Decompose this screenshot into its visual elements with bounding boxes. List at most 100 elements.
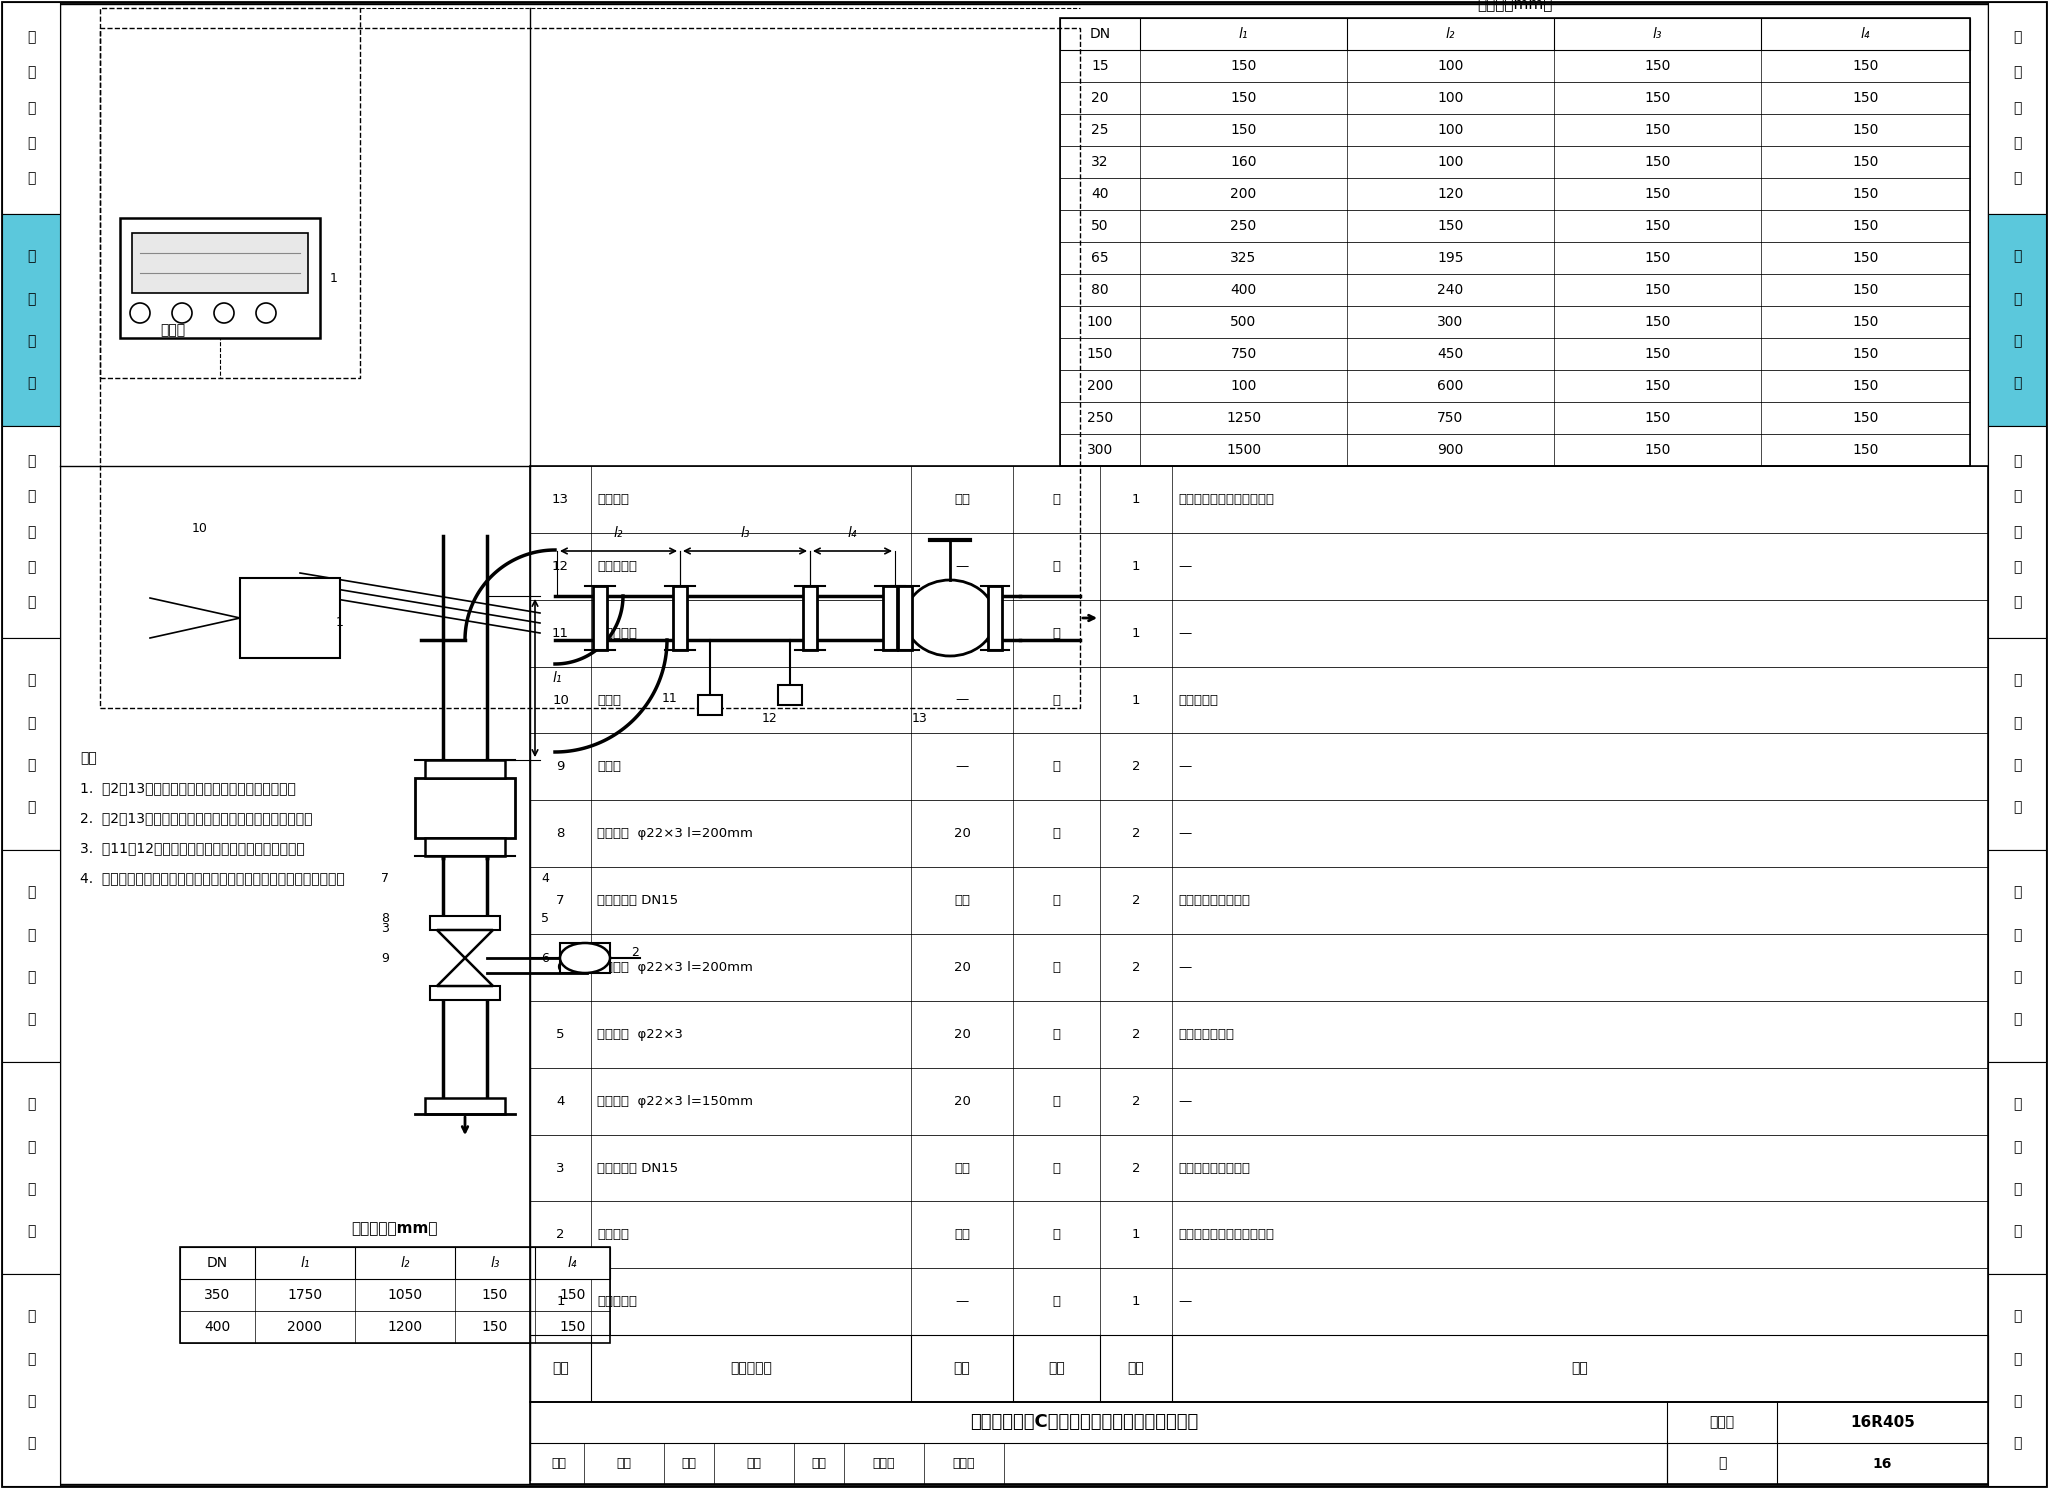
Bar	[594, 586, 606, 650]
Text: 注：: 注：	[80, 751, 96, 765]
Text: 16: 16	[1872, 1457, 1892, 1470]
Bar	[1061, 18, 1970, 51]
Text: 2: 2	[1133, 1162, 1141, 1174]
Text: l₃: l₃	[739, 525, 750, 540]
Text: 4.  主机表安装位置现场根据实际情况确定，一般安装在就近的墙上。: 4. 主机表安装位置现场根据实际情况确定，一般安装在就近的墙上。	[80, 870, 344, 885]
Text: 仪: 仪	[2013, 1181, 2021, 1196]
Text: 2: 2	[1133, 827, 1141, 841]
Text: 195: 195	[1438, 251, 1464, 265]
Text: 32: 32	[1092, 155, 1108, 170]
Text: 150: 150	[481, 1320, 508, 1335]
Bar	[1989, 214, 2046, 426]
Bar	[530, 801, 1989, 868]
Text: DN: DN	[1090, 27, 1110, 42]
Text: 100: 100	[1231, 379, 1257, 393]
Text: 校对: 校对	[682, 1457, 696, 1470]
Text: 1250: 1250	[1227, 411, 1262, 426]
Text: l₂: l₂	[1446, 27, 1456, 42]
Text: 325: 325	[1231, 251, 1257, 265]
Text: 碳钢: 碳钢	[954, 894, 971, 908]
Text: l₁: l₁	[1239, 27, 1247, 42]
Bar	[1989, 1062, 2046, 1274]
Text: 150: 150	[1851, 91, 1878, 106]
Text: 热: 热	[27, 454, 35, 469]
Text: 仪: 仪	[2013, 335, 2021, 348]
Text: 无缝钢管  φ22×3 l=200mm: 无缝钢管 φ22×3 l=200mm	[598, 961, 754, 975]
Text: 13: 13	[553, 493, 569, 506]
Text: 450: 450	[1438, 347, 1464, 362]
Bar	[2, 850, 59, 1062]
Text: 150: 150	[1851, 379, 1878, 393]
Text: 150: 150	[1645, 443, 1671, 457]
Text: 150: 150	[1645, 251, 1671, 265]
Text: 根: 根	[1053, 1028, 1061, 1040]
Text: 总: 总	[27, 101, 35, 115]
Text: DN: DN	[207, 1256, 227, 1269]
Circle shape	[213, 304, 233, 323]
Bar	[430, 987, 500, 1000]
Text: 仪: 仪	[27, 1394, 35, 1408]
Text: 碳钢: 碳钢	[954, 493, 971, 506]
Text: 制: 制	[27, 65, 35, 80]
Bar	[1989, 638, 2046, 850]
Text: 个: 个	[1053, 760, 1061, 774]
Text: —: —	[1178, 1295, 1192, 1308]
Text: 力: 力	[2013, 929, 2021, 942]
Text: 900: 900	[1438, 443, 1464, 457]
Text: 冷凝圈: 冷凝圈	[598, 760, 621, 774]
Text: 流: 流	[27, 250, 35, 263]
Bar	[1061, 371, 1970, 402]
Text: 公称压力和直径由设计确定: 公称压力和直径由设计确定	[1178, 1229, 1274, 1241]
Text: l₄: l₄	[1862, 27, 1870, 42]
Bar	[1061, 18, 1970, 466]
Text: 个: 个	[1053, 626, 1061, 640]
Text: 150: 150	[1851, 443, 1878, 457]
Text: 20: 20	[1092, 91, 1108, 106]
Text: —: —	[1178, 1095, 1192, 1107]
Text: 个: 个	[1053, 1295, 1061, 1308]
Text: 150: 150	[1851, 60, 1878, 73]
Text: 仪: 仪	[27, 561, 35, 574]
Bar	[1061, 307, 1970, 338]
Text: —: —	[954, 1295, 969, 1308]
Text: 300: 300	[1087, 443, 1114, 457]
Text: 65: 65	[1092, 251, 1108, 265]
Bar	[2, 1062, 59, 1274]
Text: 备注: 备注	[1571, 1362, 1589, 1375]
Text: 仪: 仪	[27, 1181, 35, 1196]
Text: 6: 6	[541, 951, 549, 964]
Text: 仪: 仪	[2013, 561, 2021, 574]
Bar	[530, 1335, 1989, 1402]
Text: 碳钢: 碳钢	[954, 1229, 971, 1241]
Text: 弯管流量计: 弯管流量计	[598, 1295, 637, 1308]
Text: —: —	[954, 626, 969, 640]
Text: 200: 200	[1231, 187, 1257, 201]
Bar	[2, 426, 59, 638]
Bar	[530, 1402, 1989, 1484]
Bar	[180, 1280, 610, 1311]
Text: 制: 制	[2013, 65, 2021, 80]
Text: 1: 1	[1133, 626, 1141, 640]
Text: 弯管流量计（C型）垂直管道上安装图（蒸汽）: 弯管流量计（C型）垂直管道上安装图（蒸汽）	[971, 1414, 1198, 1431]
Text: 150: 150	[1231, 91, 1257, 106]
Text: 150: 150	[1851, 155, 1878, 170]
Text: 仪: 仪	[2013, 759, 2021, 772]
Text: 图集号: 图集号	[1710, 1415, 1735, 1430]
Text: 1: 1	[330, 271, 338, 284]
Text: l₂: l₂	[399, 1256, 410, 1269]
Text: 量: 量	[27, 525, 35, 539]
Bar	[416, 778, 514, 838]
Text: 16R405: 16R405	[1849, 1415, 1915, 1430]
Text: 25: 25	[1092, 124, 1108, 137]
Text: 1750: 1750	[287, 1289, 324, 1302]
Text: —: —	[1178, 961, 1192, 975]
Text: 350: 350	[205, 1289, 231, 1302]
Text: 150: 150	[1645, 411, 1671, 426]
Text: 压: 压	[2013, 885, 2021, 899]
Bar	[987, 586, 1001, 650]
Text: 表: 表	[27, 1225, 35, 1238]
Text: 100: 100	[1087, 315, 1114, 329]
Text: 法兰截止阀 DN15: 法兰截止阀 DN15	[598, 1162, 678, 1174]
Text: 150: 150	[1851, 187, 1878, 201]
Bar	[1061, 82, 1970, 115]
